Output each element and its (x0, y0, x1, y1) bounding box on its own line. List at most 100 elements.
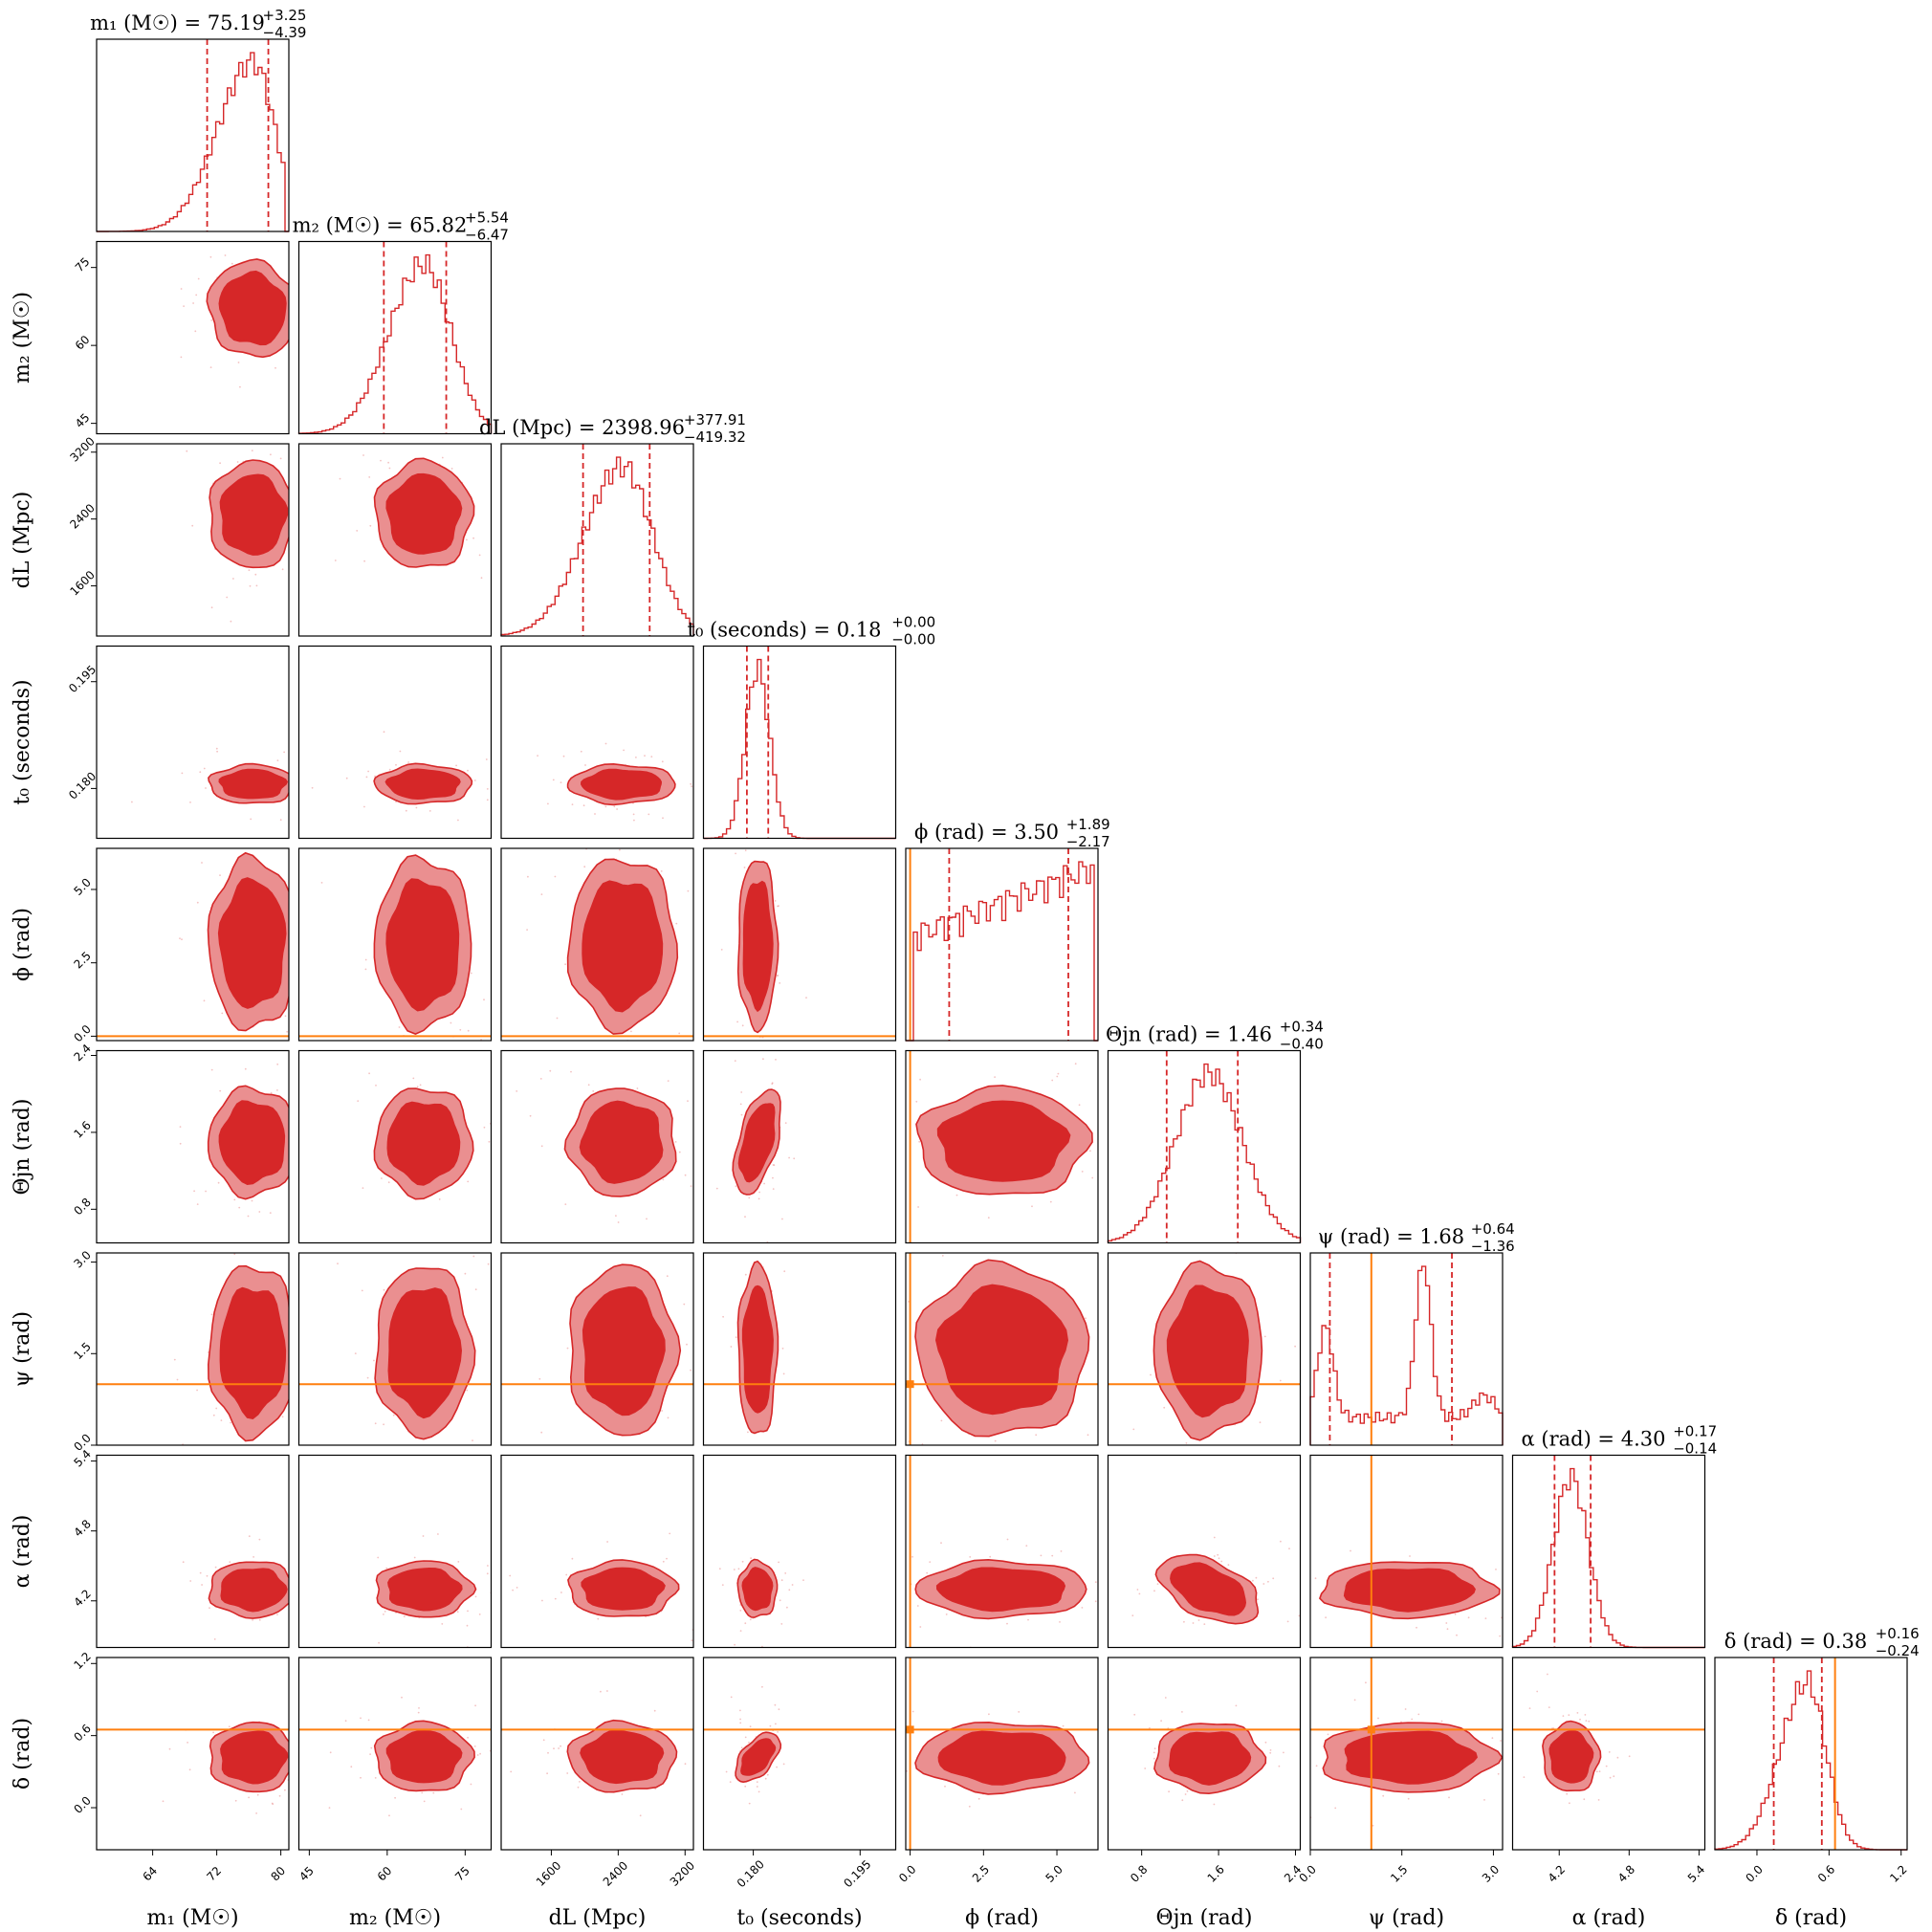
scatter-point (328, 1807, 331, 1809)
scatter-point (788, 1589, 791, 1592)
scatter-point (1272, 1577, 1275, 1580)
err-minus-t0: −0.00 (891, 631, 935, 648)
scatter-point (1246, 1238, 1248, 1240)
scatter-point (345, 777, 348, 779)
scatter-point (632, 813, 635, 816)
scatter-point (1059, 1621, 1061, 1623)
err-minus-phi: −2.17 (1066, 833, 1110, 850)
scatter-point (1504, 1769, 1506, 1771)
scatter-point (290, 794, 292, 796)
scatter-point (368, 1072, 370, 1075)
y-tick-label: 5.0 (71, 875, 93, 897)
frame (702, 1454, 897, 1649)
frame (96, 240, 290, 435)
contour-inner (219, 473, 289, 556)
scatter-point (472, 1255, 475, 1258)
scatter-point (730, 1696, 733, 1699)
scatter-point (479, 1752, 481, 1755)
frame (1511, 1657, 1706, 1851)
scatter-point (1306, 1548, 1307, 1549)
scatter-point (566, 1347, 569, 1350)
scatter-point (757, 779, 759, 780)
scatter-point (756, 1786, 758, 1788)
scatter-point (530, 779, 532, 781)
scatter-point (1547, 1673, 1548, 1676)
scatter-point (1605, 1765, 1608, 1767)
scatter-point (666, 1557, 668, 1560)
scatter-point (1263, 1335, 1266, 1338)
scatter-point (558, 1747, 560, 1749)
scatter-point (1267, 1580, 1269, 1583)
scatter-point (1123, 1321, 1125, 1323)
scatter-point (747, 1045, 749, 1047)
contour-inner (1344, 1730, 1478, 1785)
histogram-m2: m₂ (M☉) = 65.82+5.54−6.47 (293, 209, 509, 435)
frame-diag-delta (1714, 1657, 1908, 1851)
scatter-point (1131, 1614, 1134, 1616)
scatter-point (1500, 1740, 1502, 1742)
frame (905, 1049, 1099, 1244)
scatter-point (1184, 1793, 1187, 1795)
scatter-point (570, 1070, 572, 1073)
scatter-point (1181, 1711, 1183, 1713)
scatter-point (405, 809, 407, 812)
scatter-point (1183, 1620, 1185, 1623)
panel-t0-delta (702, 1657, 897, 1851)
scatter-point (383, 1288, 385, 1291)
scatter-point (479, 839, 481, 841)
scatter-point (687, 889, 690, 892)
scatter-point (295, 358, 296, 360)
scatter-point (505, 1285, 507, 1287)
scatter-point (774, 1703, 777, 1706)
scatter-point (473, 779, 476, 781)
scatter-point (721, 1584, 724, 1586)
scatter-point (290, 779, 292, 780)
scatter-point (985, 1201, 987, 1203)
scatter-point (276, 1063, 279, 1065)
scatter-point (1566, 1792, 1569, 1795)
scatter-point (1544, 1615, 1546, 1617)
scatter-point (1094, 1600, 1097, 1603)
scatter-point (205, 787, 207, 789)
scatter-point (193, 1190, 196, 1193)
scatter-point (173, 1358, 176, 1361)
scatter-point (381, 1177, 383, 1179)
scatter-point (329, 1751, 332, 1754)
scatter-point (432, 1791, 435, 1794)
scatter-point (662, 1560, 665, 1563)
scatter-point (295, 949, 296, 951)
title-theta: Θjn (rad) = 1.46 (1106, 1023, 1272, 1046)
scatter-point (1192, 1622, 1195, 1624)
scatter-point (747, 1431, 749, 1434)
scatter-point (760, 1459, 762, 1460)
scatter-point (366, 1376, 369, 1379)
scatter-point (233, 1253, 236, 1256)
err-minus-psi: −1.36 (1471, 1238, 1515, 1255)
contour-inner (217, 877, 287, 1009)
scatter-point (1365, 1681, 1367, 1684)
scatter-point (284, 1789, 286, 1791)
scatter-point (1164, 1697, 1167, 1699)
y-axis-psi: 0.01.53.0ψ (rad) (11, 1248, 97, 1454)
scatter-point (549, 1069, 552, 1072)
scatter-point (191, 524, 194, 527)
scatter-point (1213, 1555, 1216, 1557)
histogram-theta: Θjn (rad) = 1.46 +0.34−0.40 (1106, 1019, 1324, 1244)
scatter-point (749, 1725, 752, 1728)
scatter-point (697, 1759, 699, 1761)
scatter-point (1467, 1616, 1470, 1619)
scatter-point (318, 1594, 319, 1596)
frame (297, 1657, 493, 1851)
x-tick-label: 3.0 (1480, 1862, 1502, 1884)
histogram-t0: t₀ (seconds) = 0.18 +0.00−0.00 (688, 614, 935, 840)
x-tick-label: 1600 (534, 1858, 563, 1888)
scatter-point (538, 1377, 541, 1380)
histogram-step-delta (1714, 1670, 1907, 1851)
scatter-point (945, 1614, 948, 1615)
x-axis-psi: 0.0 1.5 3.0 ψ (rad) (1296, 1850, 1502, 1930)
scatter-point (744, 1273, 747, 1276)
scatter-point (654, 1240, 656, 1242)
scatter-point (735, 1185, 737, 1188)
scatter-point (584, 764, 586, 766)
